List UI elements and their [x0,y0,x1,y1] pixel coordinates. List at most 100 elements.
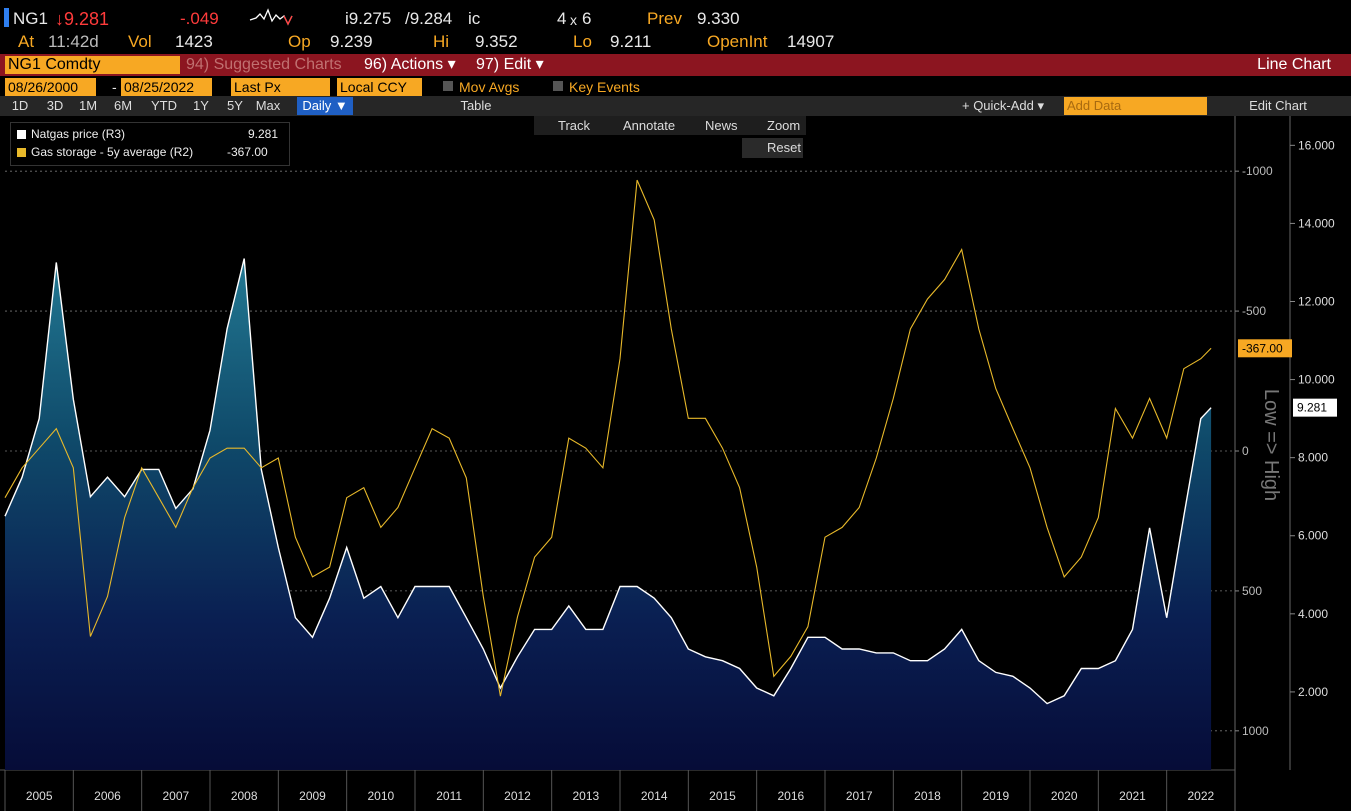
range-button[interactable]: Max [255,98,281,113]
checkbox[interactable] [553,81,563,91]
x-tick-label: 2021 [1119,789,1146,803]
label: Vol [128,32,152,51]
tool[interactable]: Track [558,118,591,133]
ask-flag: ic [468,9,481,28]
option[interactable]: Key Events [569,79,640,95]
y2-tick-label: 0 [1242,444,1249,458]
bid: i9.275 [345,9,392,28]
x-tick-label: 2022 [1187,789,1214,803]
menu-item[interactable]: 97) Edit ▾ [476,56,544,73]
y-tick-label: 10.000 [1298,373,1335,387]
range-button[interactable]: 1Y [193,98,209,113]
x-tick-label: 2008 [231,789,258,803]
range-button[interactable]: 3D [46,98,64,113]
legend-swatch [17,148,26,157]
tool[interactable]: Reset [767,140,801,155]
menu-bar [0,54,1351,76]
label: Lo [573,32,592,51]
size: 6 [582,9,592,28]
price-area [5,258,1212,770]
y-tick-label: 4.000 [1298,607,1328,621]
value: 14907 [787,32,835,51]
range-button[interactable]: 5Y [227,98,243,113]
last-price: ↓9.281 [55,9,110,29]
tool[interactable]: Zoom [767,118,801,133]
period-button[interactable]: Daily ▼ [297,97,353,115]
sparkline-icon [249,8,293,26]
end-label: -367.00 [1242,341,1283,355]
add-data-field[interactable]: Add Data [1064,97,1207,115]
x-tick-label: 2011 [436,789,462,803]
x-tick-label: 2013 [572,789,599,803]
legend [10,122,290,166]
range-button[interactable]: 6M [113,98,133,113]
separator: - [112,79,117,95]
x-tick-label: 2016 [777,789,804,803]
label: At [18,32,35,51]
y2-tick-label: -500 [1242,304,1266,318]
value: 9.330 [697,9,740,28]
x-tick-label: 2018 [914,789,941,803]
end-date[interactable]: 08/25/2022 [121,78,212,96]
end-label: 9.281 [1297,401,1327,415]
y-tick-label: 14.000 [1298,216,1335,230]
currency-select[interactable]: Local CCY [337,78,422,96]
end-label-box [1293,398,1337,417]
range-button[interactable]: 1M [78,98,98,113]
x-tick-label: 2014 [641,789,668,803]
y-tick-label: 16.000 [1298,138,1335,152]
legend-swatch [17,130,26,139]
tool-bar [534,116,806,135]
range-button[interactable]: YTD [151,98,177,113]
x-tick-label: 2020 [1051,789,1078,803]
legend-label: Natgas price (R3) [31,127,126,141]
checkbox[interactable] [443,81,453,91]
edit-chart[interactable]: Edit Chart [1249,98,1307,113]
label: OpenInt [707,32,768,51]
label: Hi [433,32,450,51]
range-button[interactable]: 1D [11,98,29,113]
change: -.049 [180,9,219,28]
series-line [4,179,1212,697]
menu-item[interactable]: 94) Suggested Charts [186,56,342,73]
value: 9.239 [330,32,373,51]
ticker: NG1 [13,9,48,28]
x-tick-label: 2007 [162,789,189,803]
size-x: x [570,12,577,28]
legend-label: Gas storage - 5y average (R2) [31,145,194,159]
value: 9.211 [610,32,652,51]
x-tick-label: 2010 [367,789,394,803]
marker [4,8,9,27]
legend-value: -367.00 [227,145,268,159]
series-line [4,258,1212,705]
x-tick-label: 2006 [94,789,121,803]
y-tick-label: 2.000 [1298,685,1328,699]
x-tick-label: 2009 [299,789,326,803]
y-tick-label: 6.000 [1298,529,1328,543]
security-field[interactable]: NG1 Comdty [5,56,180,74]
label: Prev [647,9,682,28]
menu-item[interactable]: 96) Actions ▾ [364,56,456,73]
y2-tick-label: -1000 [1242,164,1273,178]
y2-tick-label: 500 [1242,584,1262,598]
x-tick-label: 2019 [982,789,1009,803]
value: 9.352 [475,32,518,51]
quick-add[interactable]: + Quick-Add ▾ [961,98,1045,113]
tool[interactable]: News [705,118,738,133]
x-tick-label: 2005 [26,789,53,803]
ask: /9.284 [405,9,453,28]
x-tick-label: 2017 [846,789,873,803]
reset-button[interactable] [742,138,803,158]
y2-axis-title: Low => High [1260,389,1282,501]
table-button[interactable]: Table [460,98,492,113]
value: 11:42d [48,32,99,51]
field-select[interactable]: Last Px [231,78,330,96]
option[interactable]: Mov Avgs [459,79,520,95]
x-tick-label: 2012 [504,789,531,803]
start-date[interactable]: 08/26/2000 [5,78,96,96]
legend-value: 9.281 [248,127,279,141]
tool[interactable]: Annotate [623,118,676,133]
label: Op [288,32,311,51]
x-tick-label: 2015 [709,789,736,803]
